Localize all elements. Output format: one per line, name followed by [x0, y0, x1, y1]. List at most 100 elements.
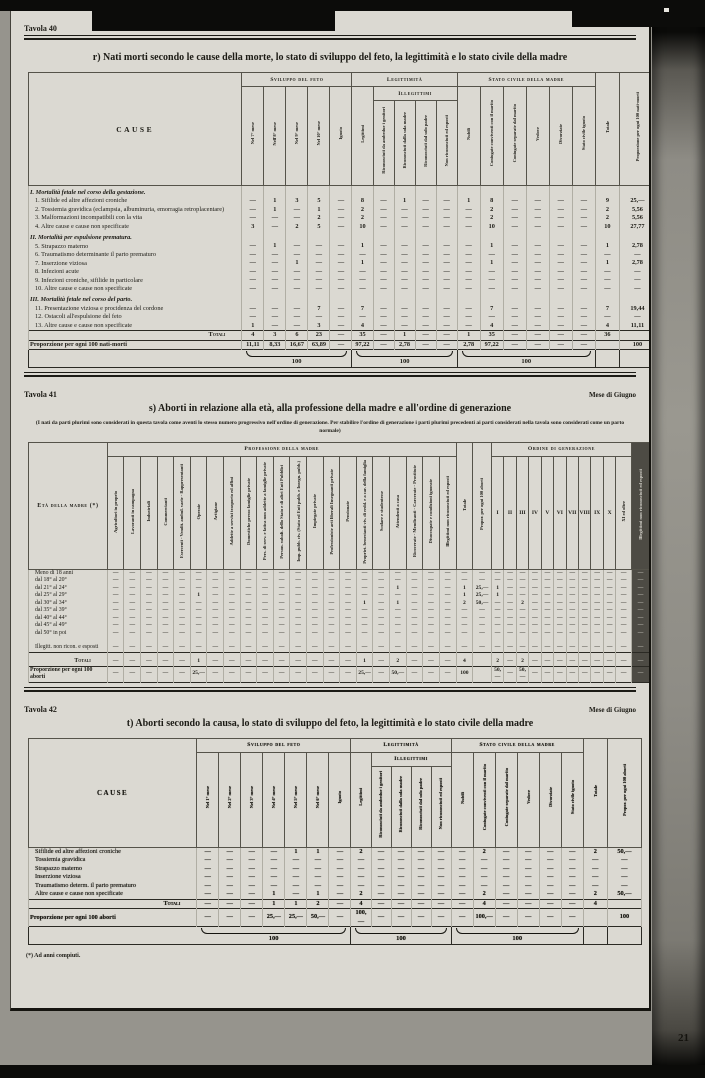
data-cell: — — [223, 577, 241, 585]
data-cell: — — [438, 577, 457, 585]
data-cell: — — [630, 629, 649, 638]
data-cell: — — [422, 607, 440, 615]
data-cell: — — [189, 584, 208, 593]
data-cell: 1 — [355, 652, 374, 667]
column-header: Operaie — [189, 455, 208, 570]
data-cell: — — [455, 614, 474, 623]
data-cell: — — [393, 304, 416, 314]
data-cell: — — [472, 637, 492, 653]
data-cell: 2 — [351, 205, 374, 215]
data-cell: — — [272, 622, 291, 630]
column-header: II — [503, 455, 517, 570]
data-cell: — — [590, 577, 604, 585]
column-header: Ignoto — [328, 751, 352, 848]
data-cell: — — [503, 629, 517, 638]
data-cell: — — [370, 898, 392, 909]
row-label: 5. Strapazzo materno — [27, 242, 243, 251]
data-cell: — — [456, 259, 481, 268]
data-cell: — — [435, 276, 458, 285]
data-cell: — — [540, 584, 555, 593]
data-cell: — — [393, 284, 416, 294]
data-cell: — — [306, 665, 324, 683]
data-cell: — — [339, 592, 357, 600]
data-cell: — — [435, 222, 458, 232]
data-cell: 1 — [262, 890, 286, 900]
table-row: Inserzione viziosa — — — — — — — — — — — — — — — — — — — — — [27, 873, 643, 882]
data-cell: — — [106, 629, 125, 638]
column-header: Coniugate separate dal marito — [494, 751, 518, 848]
tavola-41-section: Tavola 41 Mese di Giugno s) Aborti in re… — [24, 390, 649, 692]
data-cell: 2,78 — [618, 259, 649, 268]
data-cell: 50,— — [490, 665, 505, 683]
data-cell: — — [339, 599, 357, 608]
data-cell: — — [494, 881, 518, 891]
data-cell: — — [240, 856, 264, 865]
data-cell — [456, 293, 481, 305]
data-cell: — — [388, 569, 407, 578]
data-cell: — — [548, 197, 573, 206]
row-label: dal 18° al 20° — [28, 577, 108, 585]
data-cell: — — [578, 569, 592, 578]
data-cell: — — [173, 622, 191, 630]
column-header: IX — [590, 455, 604, 570]
data-cell: — — [502, 205, 527, 215]
data-cell: — — [339, 614, 357, 623]
data-cell: 1 — [393, 197, 416, 206]
column-header-legittimi: Legittimi — [350, 751, 372, 848]
data-cell: — — [140, 584, 158, 593]
data-cell: — — [306, 652, 324, 667]
data-cell: — — [516, 873, 540, 882]
data-cell: 1 — [262, 898, 286, 909]
group-header-legittimita: Legittimità — [350, 737, 452, 753]
column-header-illegittimi-esposti: Illegittimi non riconosciuti ed esposti — [630, 441, 649, 570]
data-cell: 1 — [456, 330, 481, 341]
data-cell: — — [548, 313, 573, 322]
data-cell: 1 — [189, 592, 208, 600]
data-cell: 6 — [285, 330, 309, 341]
data-cell: — — [565, 614, 580, 623]
data-cell: — — [422, 577, 440, 585]
data-cell: 5,56 — [618, 214, 649, 223]
data-cell: — — [503, 599, 517, 608]
data-cell: — — [173, 577, 191, 585]
column-header-totale: Totale — [594, 72, 620, 186]
column-header: Nel 7° mese — [241, 86, 265, 186]
data-cell: — — [370, 881, 392, 891]
table-row: dal 30° al 34° — — — — — — — — — — — — — — —1—1— — —2 50,—… — [28, 599, 649, 608]
data-cell: — — [285, 284, 309, 294]
column-header: Artigiane — [206, 455, 225, 570]
data-cell: 4 — [479, 321, 504, 331]
data-cell: — — [140, 607, 158, 615]
data-cell: — — [239, 622, 258, 630]
group-header-professione: Professione della madre — [106, 441, 457, 457]
data-cell: — — [206, 584, 225, 593]
data-cell: — — [502, 222, 527, 232]
data-cell: — — [106, 622, 125, 630]
data-cell: — — [615, 614, 632, 623]
data-cell: — — [405, 584, 424, 593]
data-cell: — — [455, 607, 474, 615]
data-cell: — — [455, 577, 474, 585]
data-cell: — — [218, 898, 242, 909]
data-cell: — — [540, 592, 555, 600]
data-cell: — — [372, 614, 390, 623]
data-cell: 27,77 — [618, 222, 649, 232]
data-cell: — — [355, 607, 374, 615]
data-cell: — — [438, 629, 457, 638]
data-cell — [606, 898, 643, 909]
data-cell: — — [140, 614, 158, 623]
data-cell: — — [540, 637, 555, 653]
data-cell: 1 — [284, 898, 308, 909]
column-header: Person. subalt. dello Stato e di altri E… — [272, 455, 291, 570]
data-cell: 10 — [351, 222, 374, 232]
data-cell: — — [372, 599, 390, 608]
column-header: Addette a servizi trasporto ed affini — [223, 455, 241, 570]
tavola-40-label: Tavola 40 — [24, 24, 57, 33]
data-cell: — — [372, 577, 390, 585]
row-label: dal 45° al 49° — [28, 622, 108, 630]
row-label: Strapazzo materno — [27, 864, 198, 874]
data-cell: — — [256, 584, 274, 593]
data-cell: — — [189, 607, 208, 615]
column-header: Nel 2° mese — [218, 751, 242, 848]
data-cell: — — [355, 584, 374, 593]
